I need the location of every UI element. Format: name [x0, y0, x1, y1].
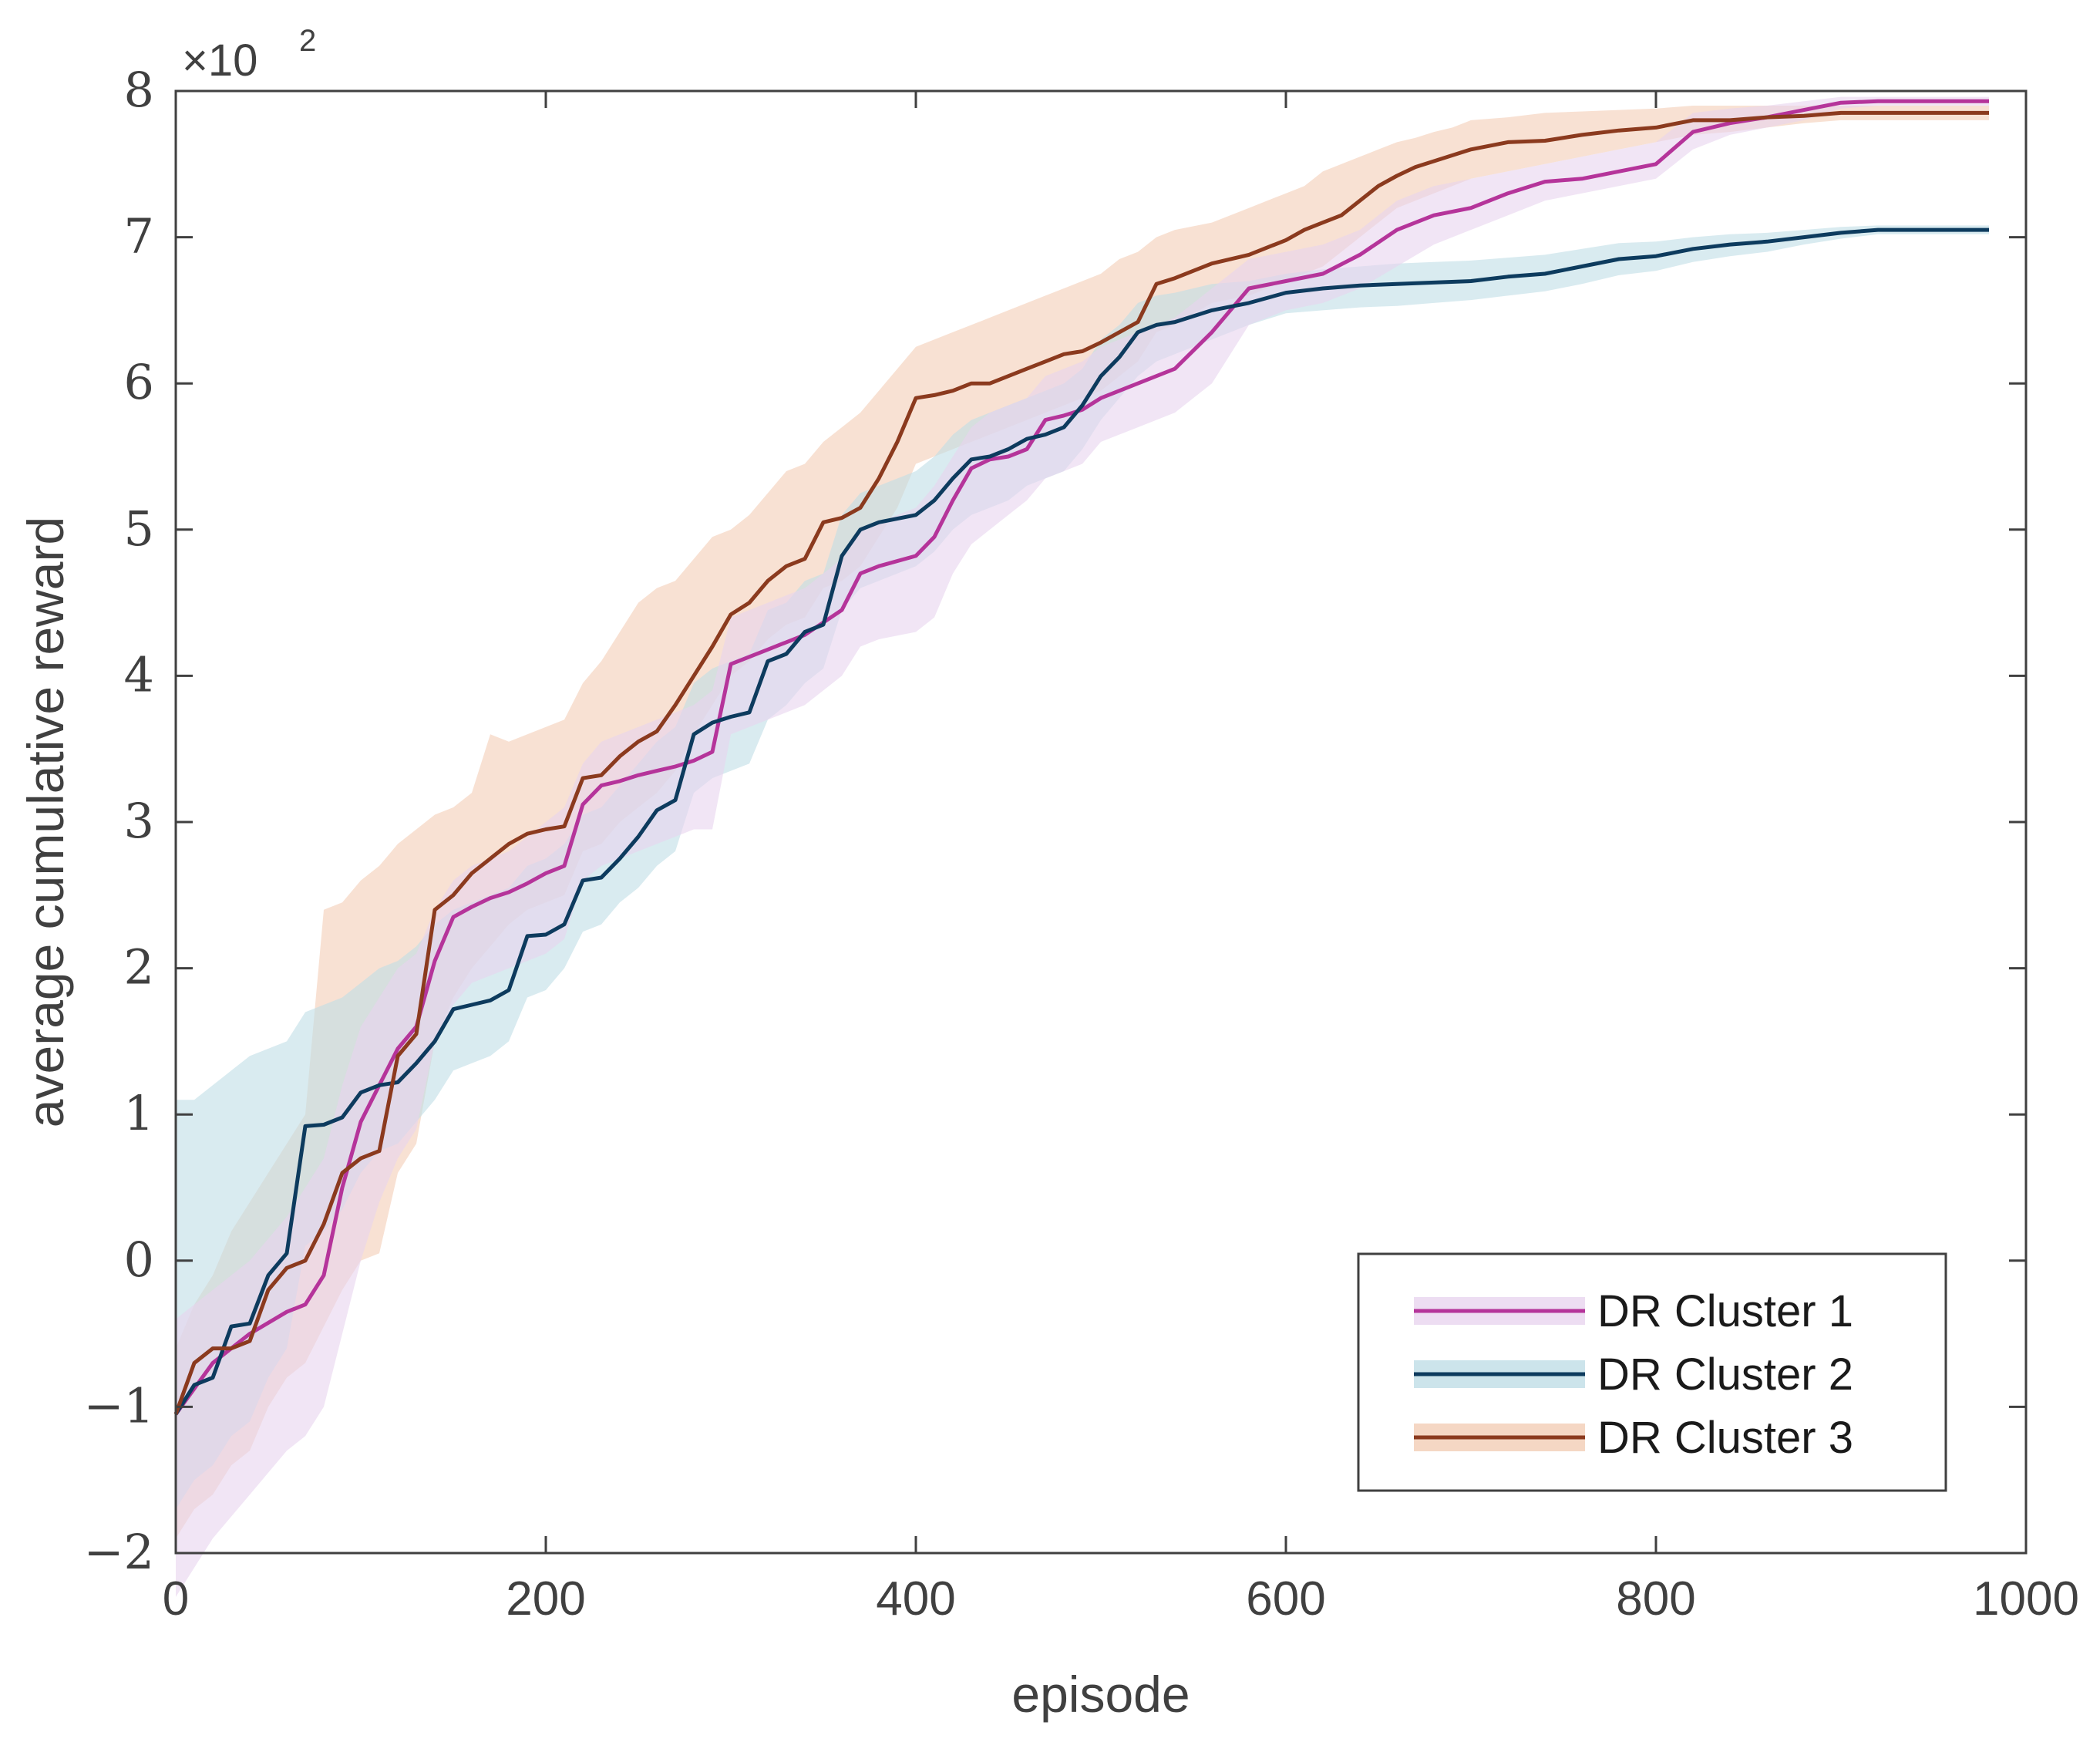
y-tick-label: 0 — [124, 1232, 154, 1288]
x-tick-label: 800 — [1616, 1572, 1695, 1626]
legend: DR Cluster 1 DR Cluster 2 DR Cluster 3 — [1357, 1252, 1947, 1492]
dr-cluster-3-legend-label: DR Cluster 3 — [1597, 1413, 1853, 1463]
confidence-bands — [176, 96, 1989, 1597]
y-tick-label: 1 — [124, 1085, 154, 1141]
x-axis-title: episode — [1011, 1666, 1190, 1723]
y-tick-label: 6 — [124, 354, 154, 410]
y-tick-label: 7 — [124, 208, 154, 265]
axis-ticks — [174, 89, 2028, 1555]
series-lines — [173, 99, 1989, 1416]
y-tick-label: 3 — [124, 793, 154, 849]
dr-cluster-1-legend-label: DR Cluster 1 — [1597, 1286, 1853, 1336]
y-tick-label: 2 — [124, 939, 154, 996]
x-tick-label: 1000 — [1973, 1572, 2079, 1626]
y-tick-label: 4 — [124, 646, 154, 703]
x-tick-label: 600 — [1246, 1572, 1325, 1626]
y-multiplier-label: ×10 — [182, 35, 257, 86]
y-tick-labels: −2 −1 0 1 2 3 4 5 6 7 8 — [84, 62, 154, 1580]
dr-cluster-2-legend-label: DR Cluster 2 — [1597, 1349, 1853, 1400]
y-axis-title: average cumulative reward — [17, 517, 74, 1127]
y-tick-label: −2 — [84, 1524, 154, 1580]
legend-items: DR Cluster 1 DR Cluster 2 DR Cluster 3 — [1414, 1286, 1853, 1463]
dr-cluster-3-line — [173, 110, 1989, 1415]
x-tick-label: 200 — [506, 1572, 585, 1626]
y-tick-label: −1 — [84, 1377, 154, 1434]
x-tick-labels: 0 200 400 600 800 1000 — [163, 1572, 2079, 1626]
dr-cluster-1-line — [173, 99, 1989, 1416]
dr-cluster-1-band — [176, 96, 1989, 1597]
x-tick-label: 400 — [876, 1572, 955, 1626]
dr-cluster-2-line — [173, 227, 1989, 1416]
x-tick-label: 0 — [163, 1572, 189, 1626]
y-tick-label: 5 — [124, 500, 154, 557]
y-tick-label: 8 — [124, 62, 154, 118]
y-multiplier-exponent: 2 — [299, 24, 316, 58]
